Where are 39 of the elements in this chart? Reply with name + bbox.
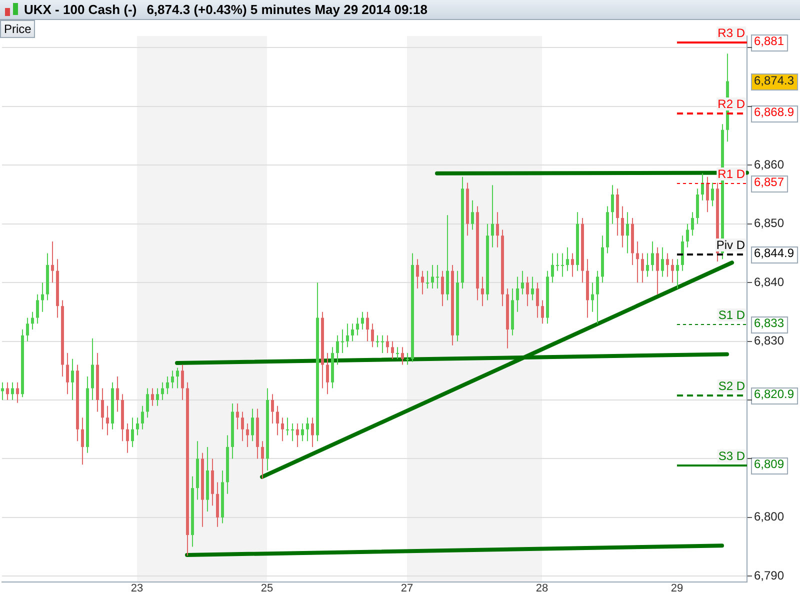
y-tick-label: 6,850	[754, 216, 784, 230]
y-tick-label: 6,874.3	[754, 74, 794, 88]
y-tick-label: 6,809	[754, 456, 784, 471]
y-tick-label: 6,790	[754, 568, 784, 582]
ref-line-label: S3 D	[718, 448, 746, 463]
chart-subtitle: 6,874.3 (+0.43%) 5 minutes May 29 2014 09:18	[146, 2, 428, 17]
y-axis-title: Price	[0, 20, 36, 38]
candlestick	[406, 353, 409, 365]
ref-line-label: S1 D	[718, 308, 746, 322]
y-tick-label: 6,844.9	[754, 246, 794, 260]
y-tick-label: 6,868.9	[754, 105, 794, 120]
y-tick-label: 6,800	[754, 510, 784, 524]
y-tick-label: 6,857	[754, 175, 784, 190]
candlestick	[561, 253, 564, 277]
candlestick	[436, 264, 439, 288]
y-tick-label: 6,840	[754, 274, 784, 289]
candlestick	[396, 347, 399, 359]
chart-title: UKX - 100 Cash (-)	[24, 2, 137, 17]
x-tick-label: 27	[400, 582, 414, 595]
candlestick	[341, 330, 344, 354]
y-tick-label: 6,833	[754, 316, 784, 330]
x-tick-label: 29	[670, 582, 684, 595]
candlestick	[426, 270, 429, 288]
ref-line-label: R1 D	[718, 166, 746, 181]
y-tick-label: 6,860	[754, 157, 784, 172]
x-tick-label: 23	[130, 582, 144, 595]
candlestick	[556, 253, 559, 271]
ref-line-label: R2 D	[718, 96, 746, 111]
y-tick-label: 6,881	[754, 34, 784, 48]
candlestick	[286, 418, 289, 436]
x-tick-label: 28	[536, 582, 548, 595]
y-tick-label: 6,820.9	[754, 387, 794, 402]
candlestick	[291, 423, 294, 442]
ref-line-label: R3 D	[718, 26, 746, 40]
ref-line-label: Piv D	[716, 238, 746, 252]
ref-line-label: S2 D	[718, 378, 746, 393]
y-tick-label: 6,830	[754, 334, 784, 348]
x-tick-label: 25	[260, 582, 274, 595]
candlestick	[381, 335, 384, 354]
